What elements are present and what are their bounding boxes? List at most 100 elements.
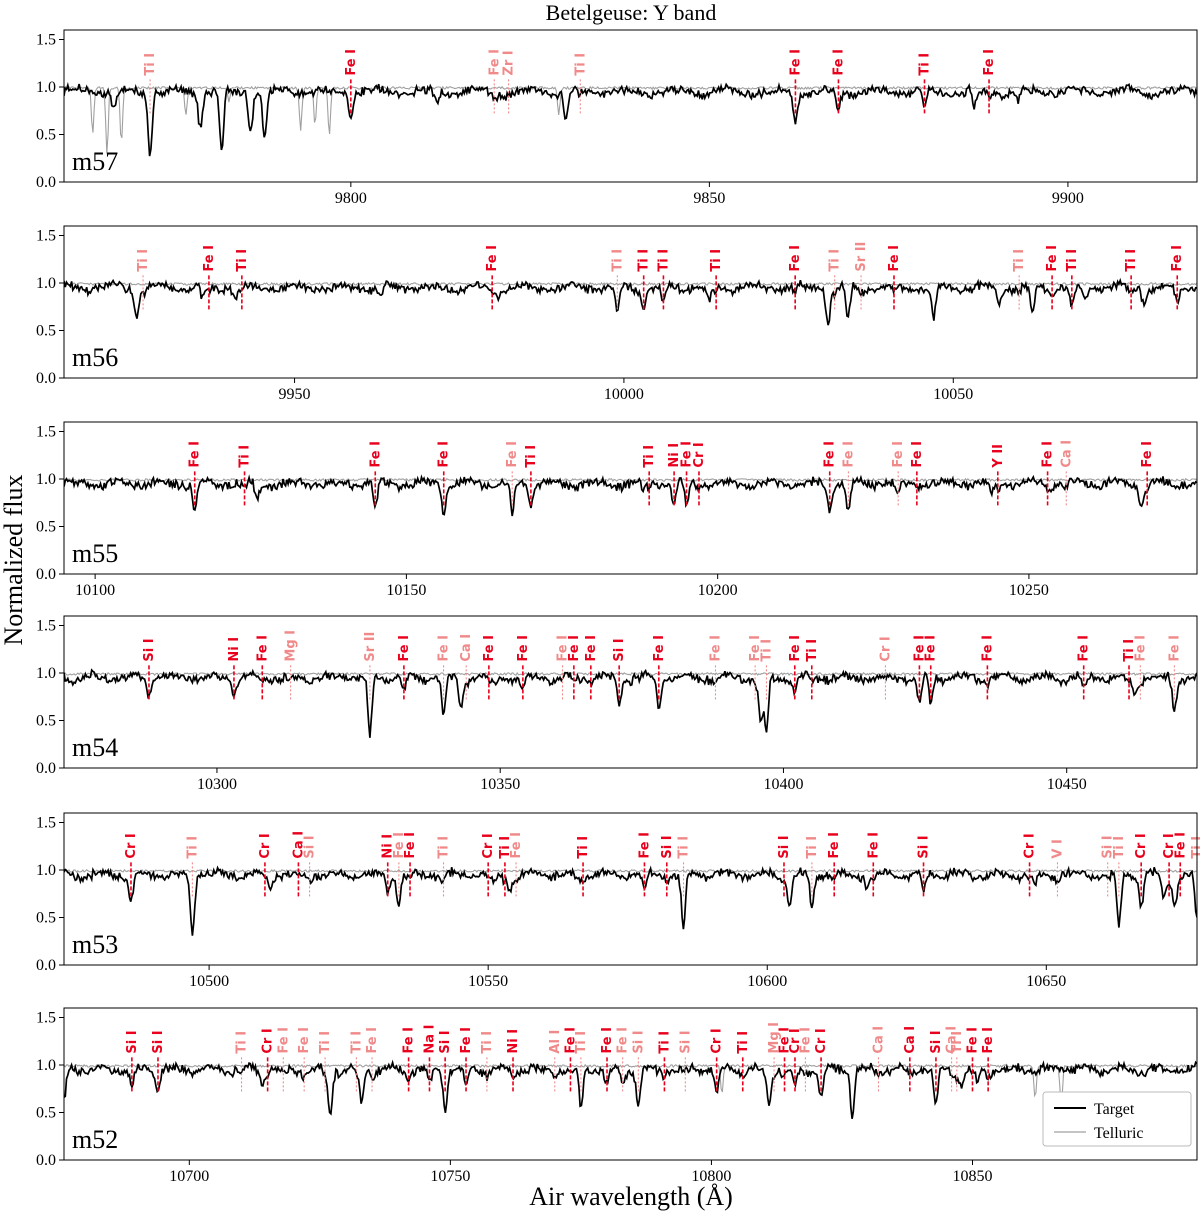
order-label: m57 [72,147,118,176]
x-tick-label: 10200 [698,582,738,599]
line-label: Fe I [709,635,724,662]
line-label: Fe I [866,832,881,859]
line-label: Fe I [616,1027,631,1054]
line-label: Fe I [402,1027,417,1054]
x-tick-label: 10650 [1026,973,1066,990]
line-label: Si I [612,638,627,661]
line-label: Fe I [980,635,995,662]
line-label: Ti I [1190,836,1200,859]
line-label: Ca I [872,1026,887,1054]
y-tick-label: 1.0 [36,79,56,96]
x-tick-label: 10550 [468,973,508,990]
line-label: Ni I [506,1029,521,1054]
line-label: Si I [777,835,792,858]
spectrum-panels: Ti I Fe I Fe I Zr I Ti I Fe I Fe I Ti I Fe I0.00… [36,29,1200,1185]
x-tick-label: 10350 [480,776,520,793]
y-tick-label: 0.0 [36,957,56,974]
line-label: Fe I [891,441,906,468]
target-spectrum [64,1059,1197,1119]
x-tick-label: 10750 [430,1168,470,1185]
line-label: Fe I [516,635,531,662]
y-tick-label: 0.0 [36,1152,56,1169]
y-tick-label: 1.5 [36,618,56,635]
y-tick-label: 1.0 [36,275,56,292]
axes-frame [63,29,1198,183]
y-tick-label: 0.5 [36,1105,56,1122]
axes-frame [63,812,1198,966]
line-label: Ti I [349,1031,364,1054]
line-label: Si I [125,1030,140,1053]
line-label: Ti I [498,836,513,859]
line-label: Sr II [363,632,378,662]
line-label: Fe I [1140,441,1155,468]
line-label: Ti I [918,53,933,76]
line-label: Fe I [1133,635,1148,662]
line-label: Ti I [238,445,253,468]
line-label: Fe I [1170,245,1185,272]
x-tick-label: 10700 [169,1168,209,1185]
axes-frame [63,225,1198,379]
line-label: Fe I [556,635,571,662]
line-label: Fe I [485,245,500,272]
line-label: Si I [151,1030,166,1053]
line-label: Al I [548,1030,563,1054]
line-label: Ti I [760,639,775,662]
line-label: Fe I [680,441,695,468]
line-label: Fe I [567,635,582,662]
line-label: Si I [929,1030,944,1053]
target-spectrum [64,865,1197,936]
line-label: Fe I [397,635,412,662]
line-label: Fe I [392,832,407,859]
line-label: Ti I [573,53,588,76]
y-tick-label: 0.5 [36,910,56,927]
line-label: Fe I [202,245,217,272]
line-label: Mg I [284,630,299,662]
line-label: Y II [991,444,1006,469]
x-tick-label: 10500 [189,973,229,990]
line-label: Fe I [482,635,497,662]
line-label: Ni I [381,834,396,859]
line-label: Fe I [584,635,599,662]
line-label: Ti I [1112,836,1127,859]
line-label: Ca I [945,1026,960,1054]
order-label: m55 [72,539,118,568]
line-label: Fe I [1045,245,1060,272]
line-label: Fe I [437,441,452,468]
line-label: Ti I [805,639,820,662]
line-label: Ti I [677,836,692,859]
line-label: Cr I [1162,833,1177,858]
y-tick-label: 1.5 [36,815,56,832]
line-label: Ti I [576,836,591,859]
target-spectrum [64,277,1197,326]
panel-m56: Ti I Fe I Ti I Fe I Ti I Ti I Ti I Ti I Fe I Ti I… [36,225,1198,403]
line-label: Si I [303,835,318,858]
legend-label-target: Target [1094,1101,1135,1118]
line-label: Na I [423,1025,438,1054]
line-label: Ti I [610,249,625,272]
axes-frame [63,421,1198,575]
line-label: Cr I [878,636,893,661]
line-label: Si I [678,1030,693,1053]
y-tick-label: 1.0 [36,862,56,879]
y-tick-label: 0.5 [36,127,56,144]
y-tick-label: 0.0 [36,760,56,777]
line-label: Fe I [778,1027,793,1054]
y-axis-label: Normalized flux [0,474,28,645]
y-tick-label: 1.0 [36,1057,56,1074]
line-label: Ca I [459,634,474,662]
x-tick-label: 9850 [693,190,725,207]
line-label: Ti I [1124,249,1139,272]
line-label: Ti I [1122,639,1137,662]
line-label: Fe I [924,635,939,662]
line-label: Fe I [459,1027,474,1054]
y-tick-label: 1.5 [36,32,56,49]
y-tick-label: 1.5 [36,1010,56,1027]
panel-m55: Fe I Ti I Fe I Fe I Fe I Ti I Ti I Ni IFe ICr I… [36,421,1198,599]
line-label: Ti I [736,1031,751,1054]
target-spectrum [64,668,1197,738]
line-label: Ti I [235,1031,250,1054]
line-label: Si I [1101,835,1116,858]
line-label: V I [1051,839,1066,858]
axes-frame [63,1007,1198,1161]
line-label: Sr II [854,242,869,272]
